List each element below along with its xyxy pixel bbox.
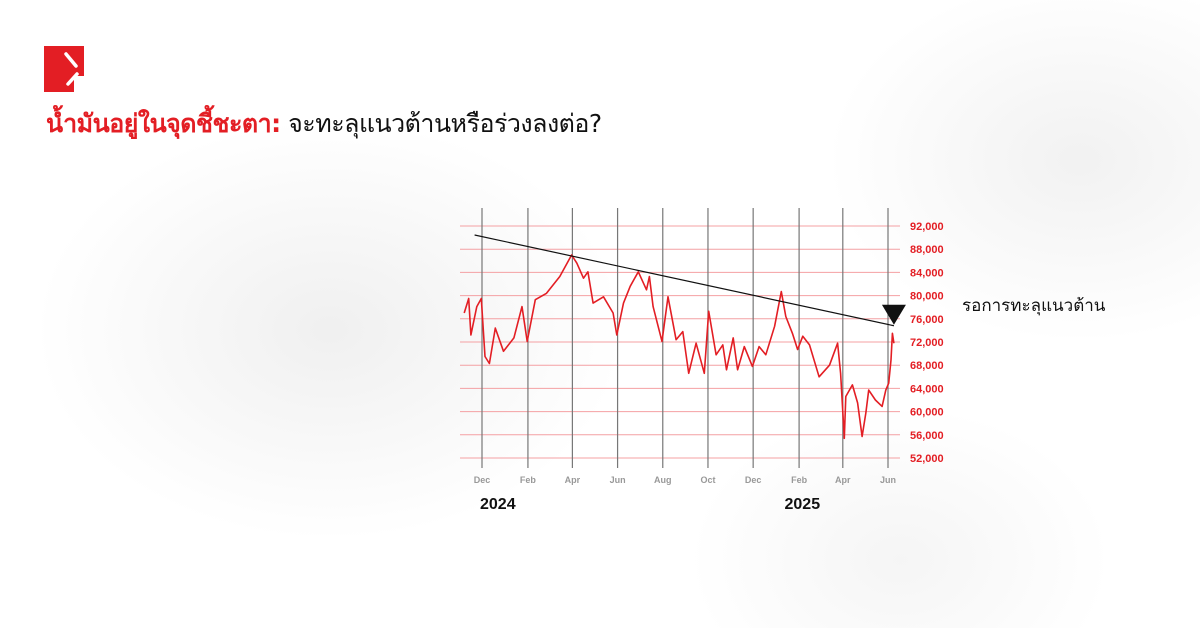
y-tick-label: 64,000 [910,383,944,395]
resistance-trendline [474,234,895,327]
x-tick-label: Aug [654,475,672,485]
x-tick-label: Dec [745,475,762,485]
year-label: 2024 [480,496,516,513]
y-tick-label: 84,000 [910,267,944,279]
x-tick-label: Apr [565,475,581,485]
price-series-line [463,254,895,440]
y-tick-label: 76,000 [910,314,944,326]
down-triangle-marker-icon [881,304,906,325]
y-tick-label: 52,000 [910,453,944,465]
y-tick-label: 72,000 [910,337,944,349]
y-tick-label: 68,000 [910,360,944,372]
headline-highlight: น้ำมันอยู่ในจุดชี้ชะตา: [46,109,281,138]
x-tick-label: Dec [474,475,491,485]
x-tick-label: Oct [700,475,715,485]
headline: น้ำมันอยู่ในจุดชี้ชะตา: จะทะลุแนวต้านหรื… [46,104,602,144]
brand-logo [44,46,84,92]
x-tick-label: Jun [610,475,626,485]
x-tick-label: Feb [520,475,537,485]
headline-rest: จะทะลุแนวต้านหรือร่วงลงต่อ? [280,109,602,138]
y-tick-label: 88,000 [910,244,944,256]
resistance-annotation: รอการทะลุแนวต้าน [962,296,1106,316]
x-tick-label: Jun [880,475,896,485]
x-tick-label: Apr [835,475,851,485]
x-tick-label: Feb [791,475,808,485]
y-tick-label: 92,000 [910,221,944,233]
y-tick-label: 60,000 [910,407,944,419]
y-tick-label: 56,000 [910,430,944,442]
y-tick-label: 80,000 [910,291,944,303]
year-label: 2025 [785,496,821,513]
